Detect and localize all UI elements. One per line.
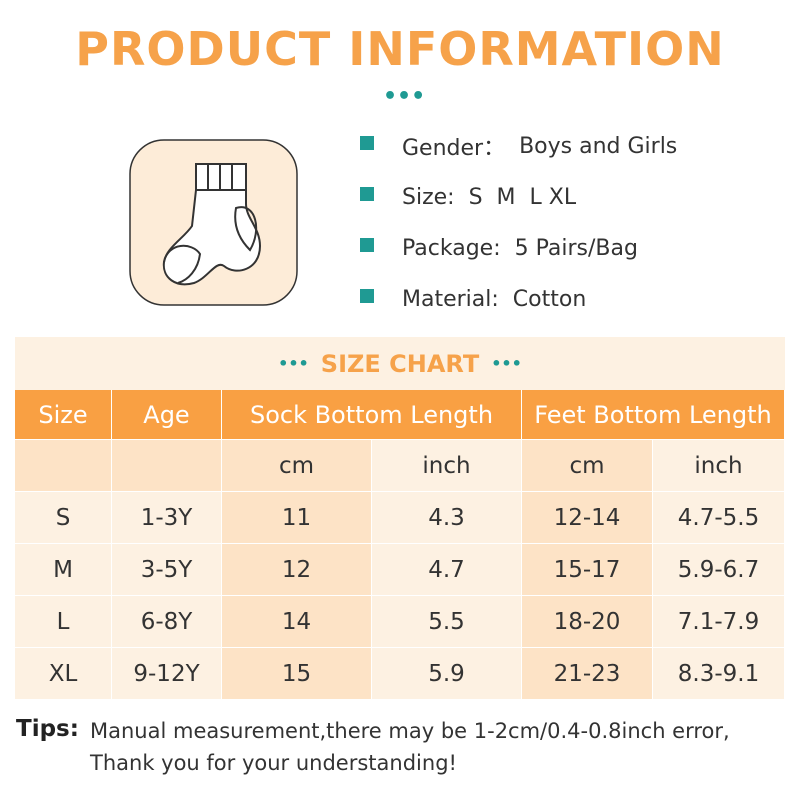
bullet-square	[360, 289, 374, 303]
info-value: S M L XL	[468, 184, 577, 210]
bullet-square	[360, 238, 374, 252]
info-item: Size: S M L XL	[360, 181, 576, 213]
info-value: Boys and Girls	[519, 133, 678, 159]
table-cell: S	[15, 492, 112, 544]
header-cell: Age	[112, 390, 222, 440]
table-cell: M	[15, 544, 112, 596]
info-item: Gender： Boys and Girls	[360, 130, 677, 162]
info-item: Package: 5 Pairs/Bag	[360, 232, 638, 264]
decor-dots: •••	[278, 354, 309, 373]
table-cell: 12	[222, 544, 372, 596]
bullet-icon	[360, 289, 380, 309]
decor-dots: •••	[383, 84, 426, 109]
table-cell: 5.9-6.7	[653, 544, 785, 596]
table-cell: L	[15, 596, 112, 648]
info-label: Material:	[402, 286, 499, 312]
info-label: Gender：	[402, 136, 506, 161]
table-cell: 18-20	[522, 596, 653, 648]
bullet-square	[360, 187, 374, 201]
unit-cell	[112, 440, 222, 492]
page-title: PRODUCT INFORMATION	[75, 22, 725, 76]
header-cell: Sock Bottom Length	[222, 390, 522, 440]
info-item: Material: Cotton	[360, 283, 586, 315]
bullet-square	[360, 136, 374, 150]
header-cell: Size	[15, 390, 112, 440]
bullet-icon	[360, 238, 380, 258]
table-cell: 15-17	[522, 544, 653, 596]
size-chart-title-row: ••• SIZE CHART •••	[15, 337, 785, 390]
table-cell: 12-14	[522, 492, 653, 544]
bullet-icon	[360, 187, 380, 207]
info-value: 5 Pairs/Bag	[514, 235, 638, 261]
tips-label: Tips:	[16, 716, 79, 742]
table-cell: 8.3-9.1	[653, 648, 785, 700]
table-cell: 15	[222, 648, 372, 700]
info-value: Cotton	[512, 286, 587, 312]
table-cell: 5.9	[372, 648, 522, 700]
table-cell: 21-23	[522, 648, 653, 700]
unit-cell	[15, 440, 112, 492]
tips-line: Manual measurement,there may be 1-2cm/0.…	[90, 719, 730, 743]
table-cell: 6-8Y	[112, 596, 222, 648]
unit-cell: cm	[522, 440, 653, 492]
unit-cell: inch	[653, 440, 785, 492]
bullet-icon	[360, 136, 380, 156]
unit-cell: cm	[222, 440, 372, 492]
table-cell: 4.3	[372, 492, 522, 544]
table-cell: 14	[222, 596, 372, 648]
table-cell: 7.1-7.9	[653, 596, 785, 648]
info-label: Size:	[402, 184, 455, 210]
unit-cell: inch	[372, 440, 522, 492]
table-cell: 11	[222, 492, 372, 544]
table-cell: 9-12Y	[112, 648, 222, 700]
tips-line: Thank you for your understanding!	[90, 751, 457, 775]
info-label: Package:	[402, 235, 501, 261]
table-cell: 3-5Y	[112, 544, 222, 596]
table-cell: 4.7-5.5	[653, 492, 785, 544]
size-chart-title: SIZE CHART	[320, 349, 480, 378]
table-cell: XL	[15, 648, 112, 700]
table-cell: 5.5	[372, 596, 522, 648]
table-cell: 4.7	[372, 544, 522, 596]
sock-icon	[129, 139, 298, 306]
header-cell: Feet Bottom Length	[522, 390, 785, 440]
decor-dots: •••	[491, 354, 522, 373]
table-cell: 1-3Y	[112, 492, 222, 544]
